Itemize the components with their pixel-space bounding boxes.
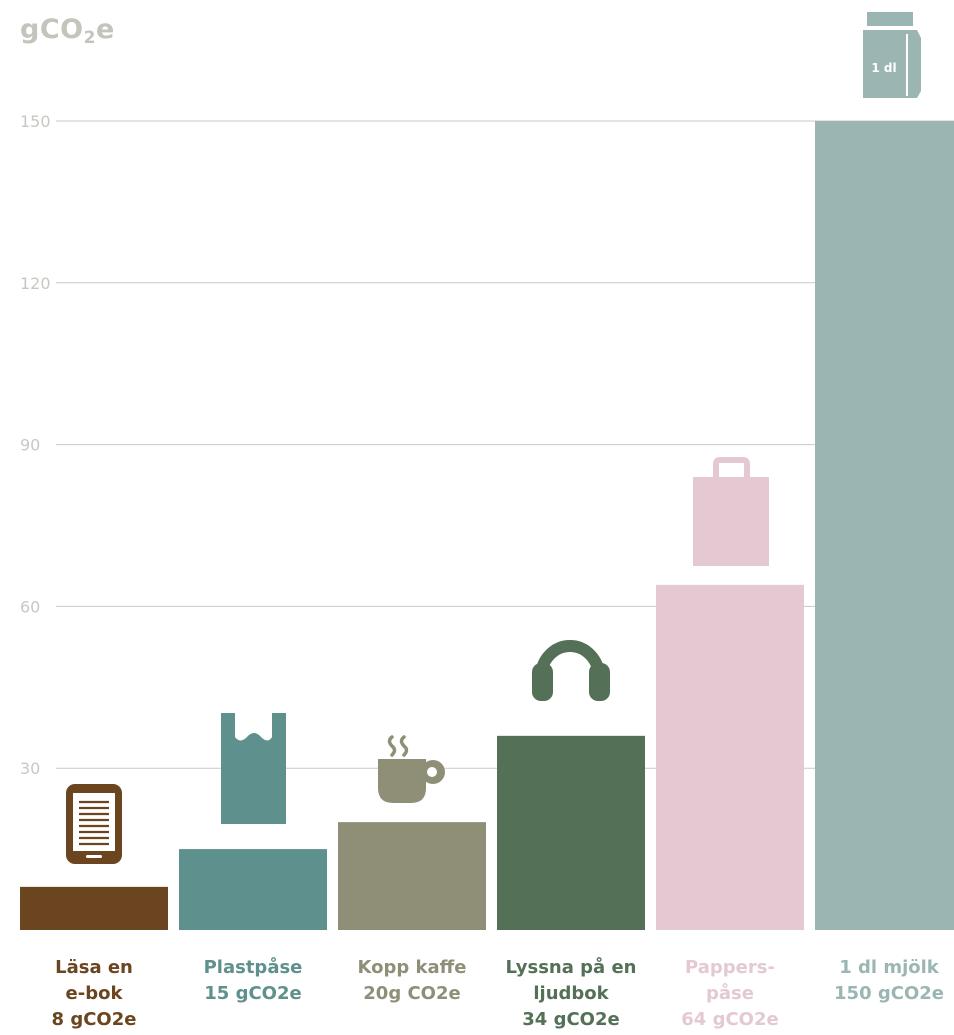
bar-6: [815, 121, 954, 930]
category-label-line: 34 gCO2e: [522, 1009, 620, 1030]
category-label-6: 1 dl mjölk 150 gCO2e: [814, 955, 954, 1007]
unit-label-suffix: e: [95, 14, 115, 45]
category-label-line: Pappers-: [685, 957, 775, 978]
bars: [20, 121, 954, 930]
ebook-reader-icon: [66, 784, 122, 864]
category-label-line: Lyssna på en: [505, 957, 637, 978]
y-tick-label: 120: [20, 274, 51, 293]
icons: 1 dl: [66, 12, 921, 864]
y-tick-label: 30: [20, 759, 40, 778]
y-tick-label: 60: [20, 597, 40, 616]
unit-label-prefix: gCO: [20, 14, 84, 45]
bar-2: [179, 849, 327, 930]
category-label-line: 20g CO2e: [363, 983, 461, 1004]
category-label-2: Plastpåse 15 gCO2e: [178, 955, 328, 1007]
y-axis-unit-label: gCO2e: [20, 14, 115, 48]
category-label-1: Läsa en e-bok 8 gCO2e: [19, 955, 169, 1033]
gridlines: 30 60 90 120 150: [20, 112, 954, 778]
category-label-line: e-bok: [65, 983, 123, 1004]
category-label-line: Plastpåse: [203, 957, 303, 978]
category-label-5: Pappers-påse 64 gCO2e: [655, 955, 805, 1033]
bar-4: [497, 735, 645, 930]
category-label-line: 150 gCO2e: [834, 983, 944, 1004]
category-label-line: 64 gCO2e: [681, 1009, 779, 1030]
paper-bag-icon: [693, 457, 769, 566]
bar-1: [20, 886, 168, 930]
headphones-icon: [532, 640, 610, 701]
category-label-line: Kopp kaffe: [357, 957, 467, 978]
plastic-bag-icon: [221, 713, 286, 824]
category-label-4: Lyssna på en ljudbok 34 gCO2e: [496, 955, 646, 1033]
category-label-line: Läsa en: [55, 957, 133, 978]
coffee-cup-icon: [378, 735, 445, 803]
category-label-line: 8 gCO2e: [51, 1009, 137, 1030]
category-label-line: 15 gCO2e: [204, 983, 302, 1004]
category-label-line: ljudbok: [533, 983, 609, 1004]
category-label-3: Kopp kaffe 20g CO2e: [337, 955, 487, 1007]
carton-label: 1 dl: [871, 61, 896, 75]
milk-carton-icon: 1 dl: [863, 12, 921, 98]
bar-3: [338, 822, 486, 930]
y-tick-label: 150: [20, 112, 51, 131]
bar-5: [656, 584, 804, 930]
category-label-line: påse: [706, 983, 754, 1004]
y-tick-label: 90: [20, 436, 40, 455]
unit-label-subscript: 2: [83, 28, 96, 48]
category-label-line: 1 dl mjölk: [839, 957, 939, 978]
